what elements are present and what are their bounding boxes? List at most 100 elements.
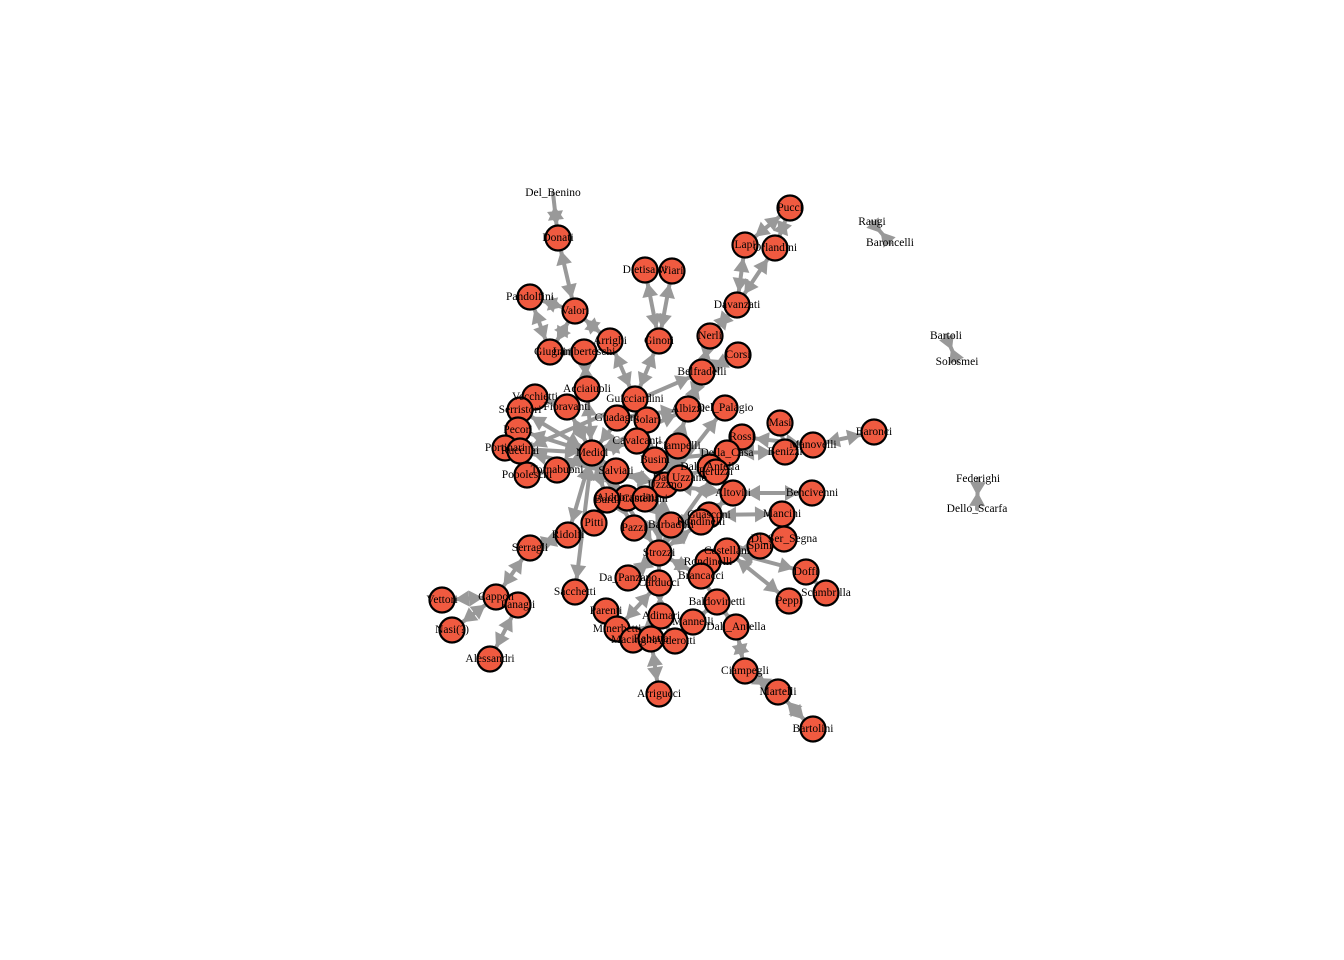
arrowhead (713, 314, 729, 331)
arrowhead (469, 604, 486, 620)
node-label: Panagli (501, 599, 536, 611)
node-label: Corsi (726, 349, 751, 361)
arrowhead (572, 418, 587, 435)
node-label: Dietisalvi (623, 264, 668, 276)
graph-node (657, 511, 685, 539)
graph-node (438, 616, 466, 644)
node-label: Lamberteschi (553, 346, 616, 358)
node-label: Di_Ser_Segna (751, 533, 817, 545)
arrowhead (754, 432, 770, 448)
arrowhead (495, 631, 510, 648)
arrowhead (845, 429, 862, 446)
node-label: Parenti (590, 605, 623, 617)
graph-node (645, 539, 673, 567)
arrowhead (616, 371, 632, 388)
node-label: Popoleschi (502, 469, 552, 481)
node-label: Della_Casa (700, 447, 753, 459)
arrowhead (732, 277, 749, 293)
graph-node (719, 479, 747, 507)
graph-node (603, 404, 631, 432)
node-label: Strozzi (643, 547, 676, 559)
graph-node (647, 602, 675, 630)
node-label: Serristori (499, 404, 542, 416)
node-label: Pandolfini (506, 291, 554, 303)
graph-node (641, 446, 669, 474)
node-label: Castellani (704, 545, 750, 557)
graph-node (544, 224, 572, 252)
node-label: Fioravanti (543, 401, 590, 413)
node-label: Tornabuoni (531, 464, 584, 476)
arrowhead (880, 231, 896, 248)
node-label: Nerli (698, 330, 722, 342)
node-label: Ridolfi (552, 529, 585, 541)
arrowhead (498, 616, 513, 633)
node-label: Rucellai (501, 445, 539, 457)
arrowhead (737, 559, 754, 575)
arrowhead (674, 375, 691, 391)
arrowhead (647, 666, 664, 682)
graph-node (631, 485, 659, 513)
arrowhead (739, 444, 755, 461)
node-label: Guadagni (595, 412, 640, 424)
arrowhead (755, 221, 771, 237)
node-label: Rondinelli (677, 516, 726, 528)
graph-node (664, 432, 692, 460)
arrowhead (646, 651, 663, 667)
arrowhead (825, 431, 842, 448)
node-label: Alderotti (654, 635, 696, 647)
node-label: Portinari (485, 442, 525, 454)
node-label: Da_Uzzano (653, 472, 708, 484)
arrowhead (634, 592, 651, 609)
node-label: Brancacci (678, 570, 724, 582)
arrowhead (866, 217, 882, 234)
graph-node (658, 257, 686, 285)
arrowhead (556, 250, 572, 267)
arrowhead (665, 456, 681, 473)
graph-node (798, 479, 826, 507)
graph-node (711, 394, 739, 422)
node-label: Minerbetti (593, 623, 642, 635)
node-label: Aldobrandini (596, 492, 657, 504)
graph-node (516, 534, 544, 562)
arrowhead (567, 506, 584, 523)
node-label: Dall_Antella (680, 461, 739, 473)
graph-node (679, 608, 707, 636)
node-label: Pecori (503, 424, 532, 436)
arrowhead (969, 481, 986, 497)
graph-node (687, 508, 715, 536)
graph-node (516, 283, 544, 311)
node-label: Masi (769, 417, 792, 429)
arrowhead (660, 412, 677, 428)
edge (866, 217, 896, 248)
graph-node (799, 715, 827, 743)
arrowhead (637, 370, 653, 387)
node-label: Peppi (776, 595, 802, 607)
graph-node (573, 375, 601, 403)
graph-node (792, 558, 820, 586)
graph-node (593, 486, 621, 514)
node-label: Ciampegli (721, 665, 769, 677)
arrowhead (604, 438, 621, 454)
node-label: Busini (640, 454, 670, 466)
arrowhead (777, 557, 794, 573)
graph-node (731, 657, 759, 685)
node-label: Carducci (638, 577, 680, 589)
node-label: Del_Palagio (697, 402, 754, 414)
node-label: Ciampelli (655, 440, 700, 452)
node-label: Orlandini (753, 242, 797, 254)
node-label: Viari (661, 265, 684, 277)
arrowhead (939, 334, 954, 351)
graph-node (761, 234, 789, 262)
arrowhead (584, 319, 601, 335)
node-label: Rondinelli (684, 556, 733, 568)
node-label: Manovelli (789, 439, 836, 451)
node-label: Bencivenni (786, 487, 838, 499)
graph-node (561, 578, 589, 606)
node-label: Martelli (759, 686, 796, 698)
arrowhead (764, 216, 780, 232)
graph-node (596, 327, 624, 355)
node-label: Del_Benino (525, 187, 581, 199)
nodes-layer (428, 194, 888, 743)
node-label: Rabatta (633, 633, 668, 645)
